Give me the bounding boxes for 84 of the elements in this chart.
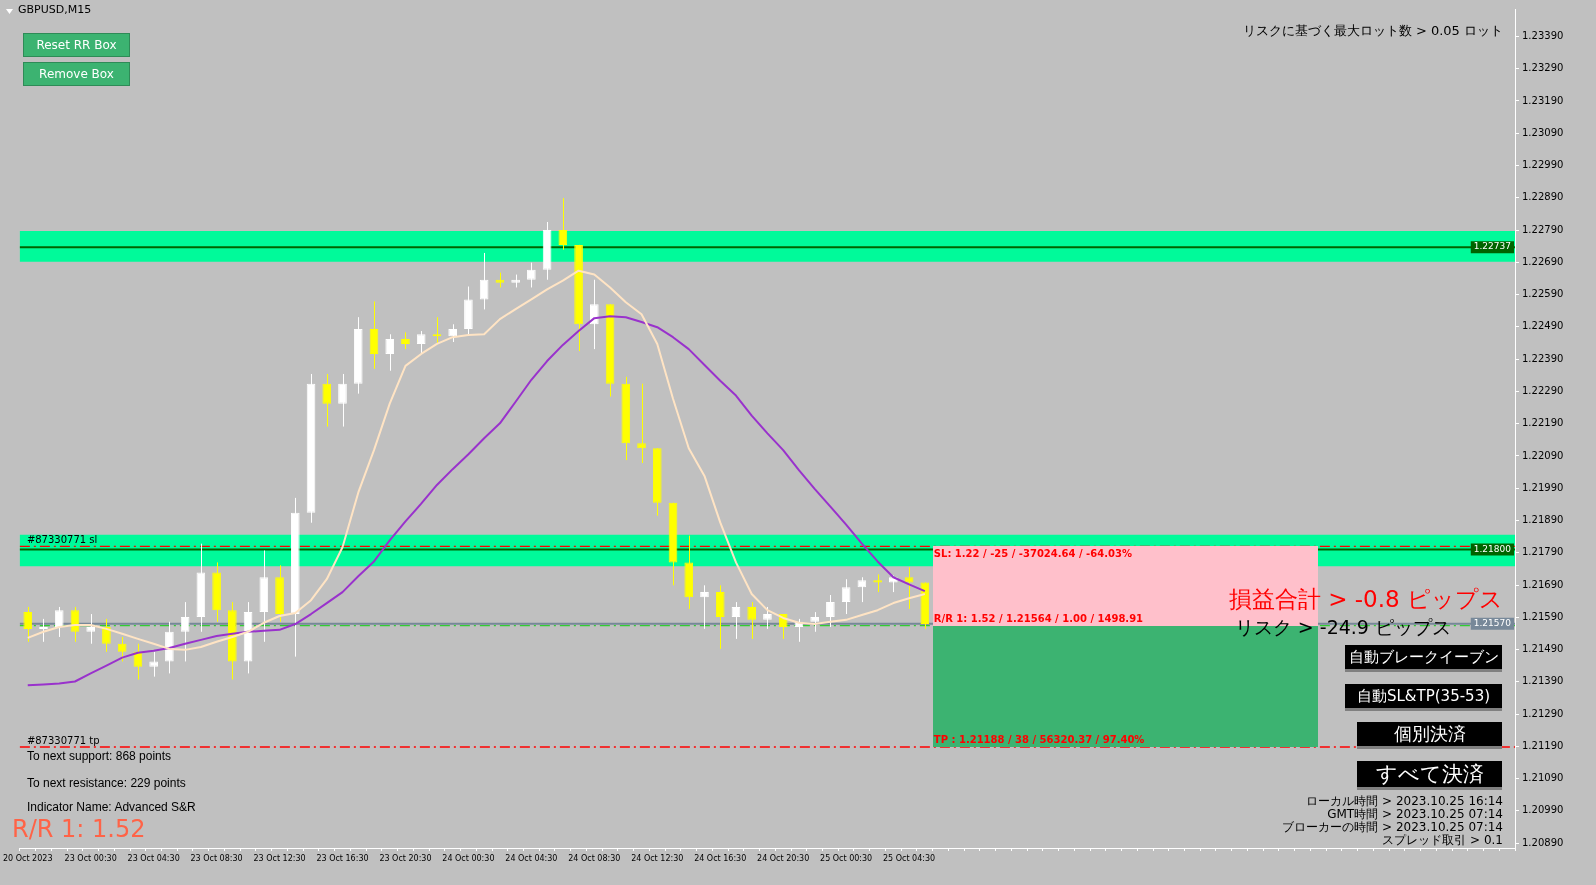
y-tick-label: 1.22890 <box>1522 191 1564 203</box>
candlestick <box>117 636 127 662</box>
x-tick-label: 24 Oct 00:30 <box>442 853 495 863</box>
x-tick-label: 23 Oct 16:30 <box>316 853 369 863</box>
button: 個別決済 <box>1357 722 1502 749</box>
candlestick <box>23 606 33 643</box>
x-tick-label: 23 Oct 08:30 <box>190 853 243 863</box>
candlestick <box>149 651 158 678</box>
y-tick-label: 1.21390 <box>1522 675 1564 687</box>
y-tick-label: 1.23190 <box>1522 94 1564 106</box>
annotation: SL: 1.22 / -25 / -37024.64 / -64.03% <box>933 548 1132 560</box>
annotation: R/R 1: 1.52 / 1.21564 / 1.00 / 1498.91 <box>933 612 1144 624</box>
x-tick-label: 24 Oct 16:30 <box>694 853 747 863</box>
button: 自動ブレークイーブン <box>1345 645 1502 672</box>
annotation: TP : 1.21188 / 38 / 56320.37 / 97.40% <box>933 733 1145 745</box>
y-tick-label: 1.23290 <box>1522 62 1564 74</box>
candlestick <box>369 300 379 370</box>
annotation: R/R 1: 1.52 <box>12 815 146 843</box>
button: すべて決済 <box>1357 761 1502 790</box>
y-tick-label: 1.22990 <box>1522 159 1564 171</box>
candlestick <box>700 584 709 630</box>
ref-line-label: 1.21570 <box>1473 618 1512 629</box>
x-tick-label: 23 Oct 00:30 <box>64 853 117 863</box>
y-tick-label: 1.22590 <box>1522 288 1564 300</box>
y-tick-label: 1.21090 <box>1522 772 1564 784</box>
y-tick-label: 1.21490 <box>1522 643 1564 655</box>
y-tick-label: 1.21190 <box>1522 739 1564 751</box>
candlestick <box>826 594 835 628</box>
candlestick <box>810 611 819 633</box>
candlestick <box>180 601 190 662</box>
y-tick-label: 1.21790 <box>1522 546 1564 558</box>
y-tick-label: 1.21990 <box>1522 481 1564 493</box>
annotation: Indicator Name: Advanced S&R <box>27 800 196 814</box>
x-tick-label: 24 Oct 12:30 <box>631 853 684 863</box>
y-tick-label: 1.21690 <box>1522 578 1564 590</box>
candlestick <box>86 613 96 645</box>
y-tick-label: 1.23390 <box>1522 30 1564 42</box>
ref-line-label: #87330771 sl <box>26 533 98 545</box>
candlestick <box>558 197 568 251</box>
x-tick-label: 23 Oct 04:30 <box>127 853 180 863</box>
button: Reset RR Box <box>23 33 130 57</box>
annotation: リスクに基づく最大ロット数 > 0.05 ロット <box>1242 22 1503 40</box>
annotation: GMT時間 > 2023.10.25 07:14 <box>1327 807 1503 821</box>
y-tick-label: 1.20990 <box>1522 804 1564 816</box>
y-tick-label: 1.22790 <box>1522 223 1564 235</box>
y-tick-label: 1.20890 <box>1522 836 1564 848</box>
x-tick-label: 24 Oct 20:30 <box>757 853 810 863</box>
candlestick <box>338 373 347 428</box>
annotation: ブローカーの時間 > 2023.10.25 07:14 <box>1282 820 1503 834</box>
annotation: 損益合計 > -0.8 ピップス <box>1228 585 1503 614</box>
y-tick-label: 1.21890 <box>1522 514 1564 526</box>
x-tick-label: 20 Oct 2023 <box>3 853 53 863</box>
candlestick <box>763 606 772 630</box>
y-tick-label: 1.21290 <box>1522 707 1564 719</box>
x-tick-label: 25 Oct 00:30 <box>820 853 873 863</box>
ref-line-label: 1.22737 <box>1473 241 1511 252</box>
candlestick <box>841 578 851 615</box>
annotation: スプレッド取引 > 0.1 <box>1382 832 1503 849</box>
x-tick-label: 23 Oct 12:30 <box>253 853 306 863</box>
button: Remove Box <box>23 62 130 86</box>
annotation: ローカル時間 > 2023.10.25 16:14 <box>1306 793 1503 808</box>
button: 自動SL&TP(35-53) <box>1345 684 1502 711</box>
x-tick-label: 23 Oct 20:30 <box>379 853 432 863</box>
y-tick-label: 1.23090 <box>1522 126 1564 138</box>
x-tick-label: 24 Oct 08:30 <box>568 853 621 863</box>
candlestick <box>637 383 646 464</box>
y-tick-label: 1.22690 <box>1522 255 1564 267</box>
candlestick <box>385 333 395 372</box>
y-tick-label: 1.22190 <box>1522 417 1564 429</box>
x-tick-label: 24 Oct 04:30 <box>505 853 558 863</box>
candlestick <box>54 606 64 638</box>
ref-line-label: 1.21800 <box>1473 543 1512 554</box>
candlestick <box>715 584 725 650</box>
candlestick <box>322 373 332 428</box>
y-tick-label: 1.21590 <box>1522 610 1564 622</box>
y-tick-label: 1.22090 <box>1522 449 1564 461</box>
y-tick-label: 1.22490 <box>1522 320 1564 332</box>
y-tick-label: 1.22390 <box>1522 352 1564 364</box>
chart-title: GBPUSD,M15 <box>18 3 92 16</box>
y-tick-label: 1.22290 <box>1522 384 1564 396</box>
x-tick-label: 25 Oct 04:30 <box>883 853 936 863</box>
ref-line-label: #87330771 tp <box>26 734 100 746</box>
annotation: To next resistance: 229 points <box>27 776 186 790</box>
annotation: To next support: 868 points <box>27 749 172 763</box>
